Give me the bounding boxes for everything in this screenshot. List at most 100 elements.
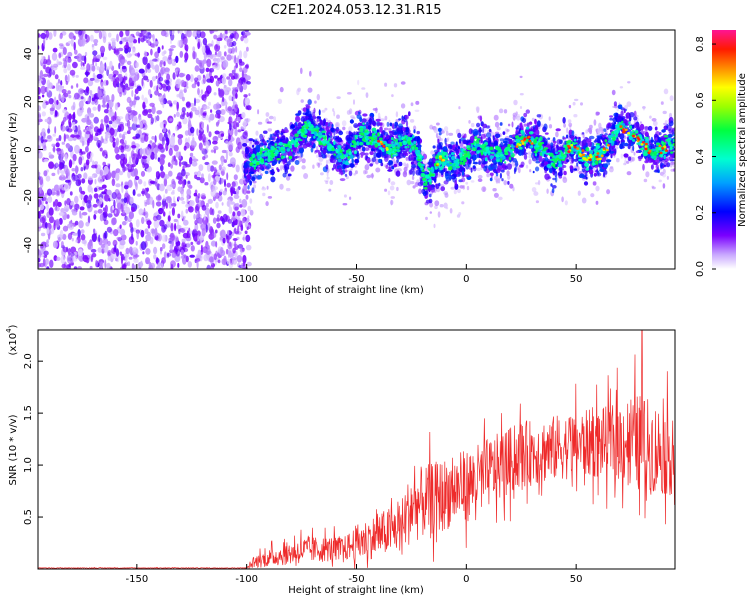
halo-cell <box>498 108 504 114</box>
trace-cell <box>248 138 254 142</box>
noise-cell <box>153 219 160 229</box>
noise-cell <box>152 58 158 62</box>
halo-cell <box>437 211 441 218</box>
noise-cell <box>45 258 50 265</box>
halo-cell <box>568 122 573 127</box>
noise-cell <box>134 82 137 88</box>
noise-cell <box>75 74 79 78</box>
noise-cell <box>61 263 67 269</box>
noise-cell <box>73 266 78 269</box>
noise-cell <box>246 81 251 85</box>
noise-cell <box>168 54 172 61</box>
noise-cell <box>197 81 200 87</box>
noise-cell <box>38 82 42 87</box>
trace-cell <box>461 170 465 176</box>
noise-cell <box>133 258 139 264</box>
noise-cell <box>237 55 240 64</box>
noise-cell <box>81 136 88 142</box>
noise-cell <box>91 174 95 179</box>
noise-cell <box>81 239 87 245</box>
noise-cell <box>105 132 111 139</box>
noise-cell <box>211 160 218 165</box>
noise-cell <box>172 189 175 194</box>
noise-cell <box>210 149 215 153</box>
noise-cell <box>87 97 91 105</box>
noise-cell <box>77 248 83 257</box>
trace-cell <box>461 177 466 183</box>
noise-cell <box>169 30 172 37</box>
noise-cell <box>105 80 109 86</box>
halo-cell <box>577 190 581 196</box>
noise-cell <box>106 67 109 77</box>
trace-cell <box>416 130 421 135</box>
noise-cell <box>52 240 58 249</box>
trace-cell <box>413 129 416 134</box>
noise-cell <box>111 39 116 49</box>
trace-cell <box>247 184 250 190</box>
noise-cell <box>119 67 123 74</box>
noise-cell <box>194 174 198 179</box>
noise-cell <box>159 247 163 252</box>
noise-cell <box>173 144 179 152</box>
halo-cell <box>662 168 666 175</box>
noise-cell <box>201 122 205 129</box>
noise-cell <box>234 240 237 249</box>
halo-cell <box>546 188 549 194</box>
noise-cell <box>133 39 137 44</box>
noise-cell <box>91 44 94 48</box>
noise-cell <box>63 59 68 69</box>
noise-cell <box>179 50 184 58</box>
noise-cell <box>216 222 221 229</box>
noise-cell <box>87 176 93 181</box>
trace-cell <box>523 123 527 127</box>
noise-cell <box>111 217 117 225</box>
noise-cell <box>199 133 202 139</box>
noise-cell <box>184 172 190 177</box>
noise-cell <box>39 217 46 224</box>
noise-cell <box>157 194 161 201</box>
trace-cell <box>500 169 505 173</box>
noise-cell <box>190 126 195 134</box>
noise-cell <box>42 73 49 78</box>
noise-cell <box>161 257 166 264</box>
noise-cell <box>129 196 134 205</box>
noise-cell <box>77 229 81 238</box>
noise-cell <box>39 187 42 194</box>
noise-cell <box>106 189 112 196</box>
noise-cell <box>242 254 247 264</box>
noise-cell <box>45 201 48 205</box>
noise-cell <box>93 135 97 139</box>
noise-cell <box>185 255 189 263</box>
noise-cell <box>131 145 137 149</box>
halo-cell <box>619 86 624 89</box>
noise-cell <box>93 42 98 46</box>
trace-cell <box>437 142 442 150</box>
halo-cell <box>301 165 306 170</box>
noise-cell <box>134 53 141 57</box>
noise-cell <box>140 260 143 268</box>
noise-cell <box>233 174 238 181</box>
noise-cell <box>119 240 126 246</box>
noise-cell <box>235 92 238 99</box>
noise-cell <box>72 232 78 236</box>
noise-cell <box>220 247 224 254</box>
noise-cell <box>176 94 180 98</box>
halo-cell <box>486 173 490 178</box>
noise-cell <box>132 48 136 56</box>
noise-cell <box>119 133 122 138</box>
halo-cell <box>458 212 462 216</box>
noise-cell <box>59 170 66 175</box>
noise-cell <box>47 135 52 139</box>
noise-cell <box>179 114 185 120</box>
noise-cell <box>132 189 136 196</box>
noise-cell <box>227 163 233 167</box>
noise-cell <box>93 210 98 215</box>
noise-cell <box>187 136 190 144</box>
trace-cell <box>513 167 516 175</box>
noise-cell <box>227 106 232 112</box>
noise-cell <box>143 181 147 187</box>
trace-cell <box>410 161 414 165</box>
noise-cell <box>220 109 226 115</box>
noise-cell <box>125 144 132 152</box>
noise-cell <box>157 143 164 150</box>
